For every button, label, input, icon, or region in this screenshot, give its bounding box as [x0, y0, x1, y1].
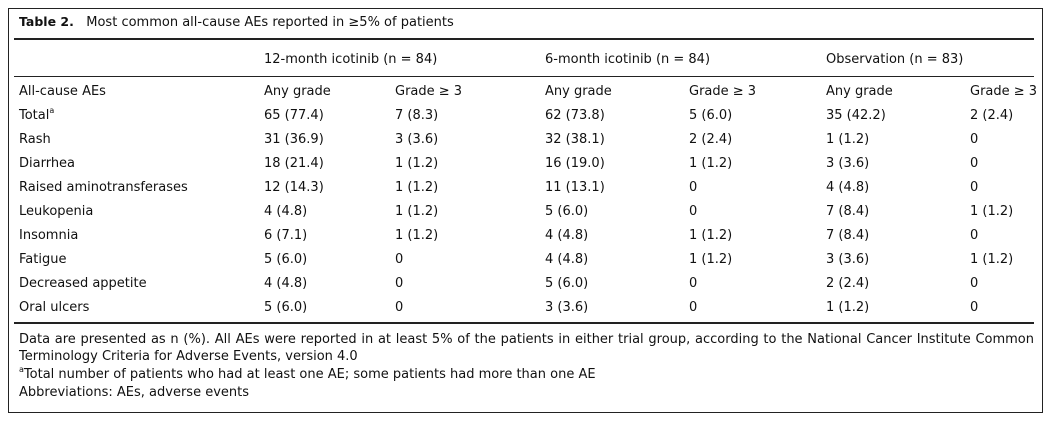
table-cell: 5 (6.0): [545, 276, 589, 291]
table-cell: 4 (4.8): [264, 276, 308, 291]
group-header: Observation (n = 83): [826, 52, 964, 67]
table-cell: 1 (1.2): [970, 252, 1014, 267]
table-cell: 5 (6.0): [545, 204, 589, 219]
table-cell: 11 (13.1): [545, 180, 605, 195]
table-cell: 0: [970, 300, 979, 315]
table-cell: 16 (19.0): [545, 156, 605, 171]
table-cell: 5 (6.0): [264, 300, 308, 315]
table-cell: 0: [689, 204, 698, 219]
group-header: 12-month icotinib (n = 84): [264, 52, 438, 67]
table-cell: 7 (8.4): [826, 204, 870, 219]
rule: [14, 38, 1034, 40]
table-cell: 0: [970, 228, 979, 243]
table-cell: 0: [970, 156, 979, 171]
cell-text: Total: [19, 108, 50, 123]
table-cell: Oral ulcers: [19, 300, 90, 315]
table-cell: 32 (38.1): [545, 132, 605, 147]
table-cell: 2 (2.4): [689, 132, 733, 147]
table-cell: 12 (14.3): [264, 180, 324, 195]
table-cell: Totala: [19, 106, 55, 124]
footnote: Data are presented as n (%). All AEs wer…: [19, 331, 1034, 365]
table-cell: 4 (4.8): [545, 252, 589, 267]
table-cell: 0: [395, 276, 404, 291]
column-header: Grade ≥ 3: [395, 84, 463, 99]
table-cell: 35 (42.2): [826, 108, 886, 123]
table-cell: 0: [970, 180, 979, 195]
table-cell: 4 (4.8): [826, 180, 870, 195]
table-cell: Raised aminotransferases: [19, 180, 188, 195]
table-cell: 18 (21.4): [264, 156, 324, 171]
table-cell: Rash: [19, 132, 51, 147]
table-cell: 7 (8.4): [826, 228, 870, 243]
table-cell: 31 (36.9): [264, 132, 324, 147]
rule: [14, 322, 1034, 324]
table-cell: 7 (8.3): [395, 108, 439, 123]
column-header: Grade ≥ 3: [689, 84, 757, 99]
table-title: Most common all-cause AEs reported in ≥5…: [86, 15, 454, 30]
table-frame: [8, 8, 1043, 413]
table-cell: Leukopenia: [19, 204, 94, 219]
table-cell: 3 (3.6): [545, 300, 589, 315]
table-cell: 1 (1.2): [395, 228, 439, 243]
table-cell: 0: [970, 276, 979, 291]
rule: [14, 76, 1034, 77]
footnote-text: Data are presented as n (%). All AEs wer…: [19, 332, 1034, 364]
column-header: Any grade: [545, 84, 612, 99]
footnote: Abbreviations: AEs, adverse events: [19, 384, 1034, 401]
table-cell: 1 (1.2): [395, 204, 439, 219]
table-cell: 3 (3.6): [826, 252, 870, 267]
table-cell: 0: [689, 180, 698, 195]
table-cell: 1 (1.2): [689, 156, 733, 171]
footnote-marker: a: [19, 365, 24, 374]
table-cell: 4 (4.8): [264, 204, 308, 219]
footnote-text: Abbreviations: AEs, adverse events: [19, 385, 250, 400]
table-cell: 3 (3.6): [395, 132, 439, 147]
table-cell: 1 (1.2): [395, 180, 439, 195]
table-cell: 1 (1.2): [970, 204, 1014, 219]
table-cell: Diarrhea: [19, 156, 76, 171]
table-cell: Fatigue: [19, 252, 67, 267]
table-cell: 5 (6.0): [264, 252, 308, 267]
table-cell: 65 (77.4): [264, 108, 324, 123]
table-cell: 4 (4.8): [545, 228, 589, 243]
table-cell: 0: [970, 132, 979, 147]
footnote-text: Total number of patients who had at leas…: [23, 367, 596, 382]
table-cell: 0: [689, 276, 698, 291]
table-cell: Insomnia: [19, 228, 79, 243]
table-cell: 5 (6.0): [689, 108, 733, 123]
table-cell: 6 (7.1): [264, 228, 308, 243]
table-cell: 62 (73.8): [545, 108, 605, 123]
table-cell: 1 (1.2): [689, 252, 733, 267]
footnote: aTotal number of patients who had at lea…: [19, 366, 1034, 383]
table-cell: 1 (1.2): [826, 132, 870, 147]
footnote-marker: a: [49, 106, 55, 115]
table-cell: 3 (3.6): [826, 156, 870, 171]
column-header: Any grade: [264, 84, 331, 99]
table-cell: 2 (2.4): [970, 108, 1014, 123]
table-caption: Table 2. Most common all-cause AEs repor…: [19, 14, 454, 31]
table-label: Table 2.: [19, 14, 74, 29]
table-cell: 1 (1.2): [395, 156, 439, 171]
column-header: Any grade: [826, 84, 893, 99]
group-header: 6-month icotinib (n = 84): [545, 52, 711, 67]
table-cell: 1 (1.2): [826, 300, 870, 315]
column-header: Grade ≥ 3: [970, 84, 1038, 99]
table-cell: 2 (2.4): [826, 276, 870, 291]
table-cell: 1 (1.2): [689, 228, 733, 243]
table-cell: 0: [395, 252, 404, 267]
table-cell: 0: [689, 300, 698, 315]
column-header: All-cause AEs: [19, 84, 106, 99]
table-cell: 0: [395, 300, 404, 315]
table-cell: Decreased appetite: [19, 276, 147, 291]
